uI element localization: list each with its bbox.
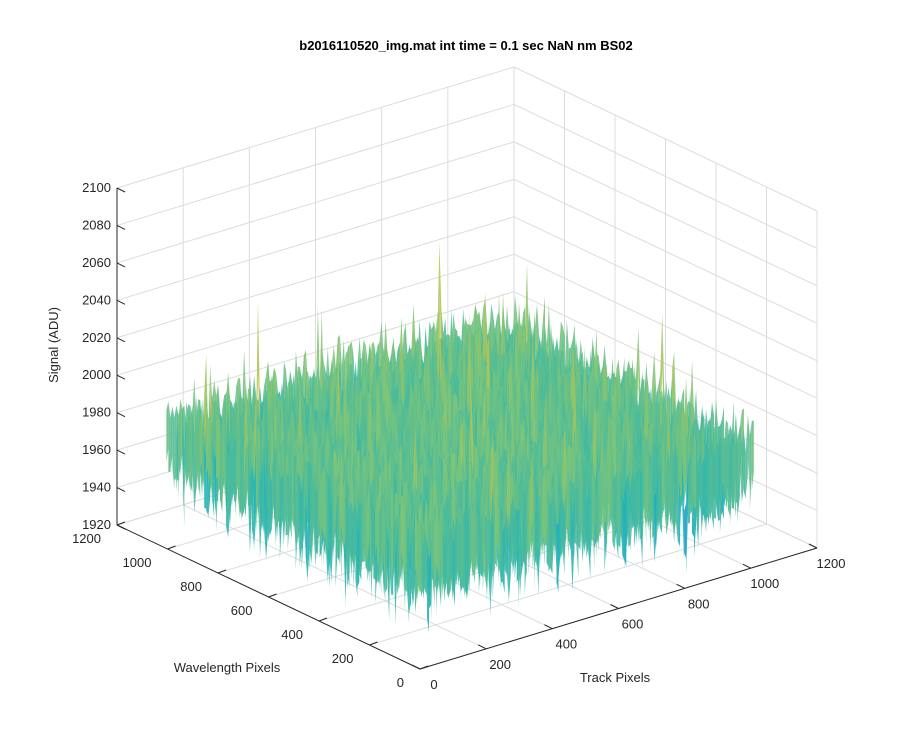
y-tick-label: 1200 — [72, 531, 101, 546]
x-tick-label: 400 — [555, 637, 577, 652]
y-tick-label: 0 — [397, 675, 404, 690]
x-tick-label: 800 — [688, 596, 710, 611]
x-axis: 0 200 400 600 800 1000 1200 — [411, 543, 846, 692]
x-tick-label: 200 — [489, 657, 511, 672]
x-tick-label: 1200 — [817, 556, 846, 571]
y-tick-label: 600 — [231, 603, 253, 618]
surface-mesh — [166, 242, 754, 633]
y-tick-label: 200 — [332, 651, 354, 666]
z-tick-label: 2060 — [82, 255, 111, 270]
z-axis: 1920 1940 1960 1980 2000 2020 2040 2060 2080 2100 — [82, 180, 126, 532]
x-tick-label: 1000 — [750, 576, 779, 591]
x-axis-label: Track Pixels — [580, 670, 651, 685]
y-tick-label: 1000 — [123, 555, 152, 570]
x-tick-label: 0 — [430, 677, 437, 692]
z-tick-label: 2040 — [82, 292, 111, 307]
z-tick-label: 2000 — [82, 367, 111, 382]
z-tick-label: 1920 — [82, 517, 111, 532]
chart-title: b2016110520_img.mat int time = 0.1 sec N… — [299, 38, 632, 53]
z-tick-label: 1980 — [82, 405, 111, 420]
x-tick-label: 600 — [622, 617, 644, 632]
z-tick-label: 1960 — [82, 442, 111, 457]
z-tick-label: 1940 — [82, 480, 111, 495]
z-tick-label: 2100 — [82, 180, 111, 195]
y-axis: 0 200 400 600 800 1000 1200 — [72, 521, 429, 690]
z-tick-label: 2080 — [82, 217, 111, 232]
y-axis-label: Wavelength Pixels — [174, 660, 281, 675]
z-tick-label: 2020 — [82, 330, 111, 345]
z-axis-label: Signal (ADU) — [46, 307, 61, 383]
y-tick-label: 800 — [180, 579, 202, 594]
y-tick-label: 400 — [281, 627, 303, 642]
